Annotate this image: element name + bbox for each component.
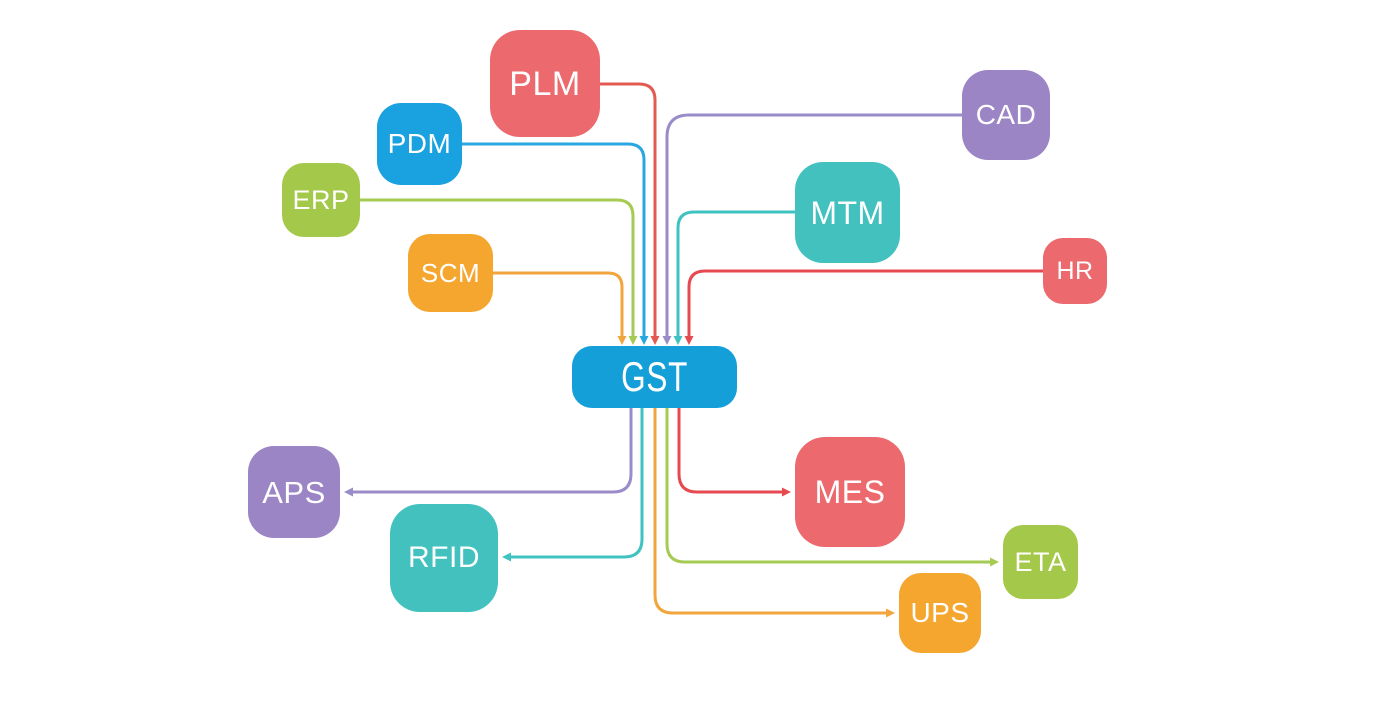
arrowhead-erp-gst [628, 336, 638, 345]
node-cad-label: CAD [975, 99, 1037, 130]
edge-hr-gst [687, 269, 1045, 338]
node-mes: MES [795, 437, 905, 547]
node-scm: SCM [408, 234, 493, 312]
node-cad: CAD [962, 70, 1050, 160]
node-mes-label: MES [814, 474, 886, 510]
edge-gst-mes [677, 406, 784, 494]
node-pdm-label: PDM [387, 128, 452, 159]
node-hr: HR [1043, 238, 1107, 304]
arrowhead-gst-mes [782, 487, 791, 497]
arrowhead-gst-eta [990, 557, 999, 567]
arrowhead-gst-rfid [502, 552, 511, 562]
node-eta-label: ETA [1014, 546, 1067, 577]
edge-gst-aps [351, 406, 633, 494]
node-aps-label: APS [262, 474, 326, 510]
arrowhead-pdm-gst [639, 336, 649, 345]
node-plm: PLM [490, 30, 600, 137]
edge-mtm-gst [676, 210, 797, 338]
node-hr-label: HR [1056, 256, 1094, 285]
node-rfid-label: RFID [408, 541, 480, 574]
arrowhead-scm-gst [617, 336, 627, 345]
node-mtm-label: MTM [810, 194, 885, 231]
edge-pdm-gst [460, 142, 646, 338]
node-mtm: MTM [795, 162, 900, 263]
edge-gst-ups [653, 406, 888, 615]
node-erp: ERP [282, 163, 360, 237]
arrowhead-hr-gst [684, 336, 694, 345]
edge-cad-gst [665, 113, 964, 338]
node-scm-label: SCM [420, 258, 481, 288]
node-pdm: PDM [377, 103, 462, 185]
edge-gst-rfid [509, 406, 644, 559]
arrowhead-gst-aps [344, 487, 353, 497]
arrowhead-mtm-gst [673, 336, 683, 345]
node-gst: GST [572, 346, 737, 408]
arrowhead-plm-gst [650, 336, 660, 345]
node-ups-label: UPS [910, 597, 970, 628]
node-gst-label: GST [620, 353, 689, 400]
edge-gst-eta [665, 406, 992, 564]
edge-erp-gst [358, 198, 635, 338]
edge-scm-gst [491, 271, 624, 338]
node-erp-label: ERP [292, 184, 350, 215]
node-eta: ETA [1003, 525, 1078, 599]
edge-plm-gst [598, 82, 657, 338]
node-aps: APS [248, 446, 340, 538]
node-ups: UPS [899, 573, 981, 653]
arrowhead-cad-gst [662, 336, 672, 345]
node-rfid: RFID [390, 504, 498, 612]
arrowhead-gst-ups [886, 608, 895, 618]
node-plm-label: PLM [509, 64, 581, 103]
